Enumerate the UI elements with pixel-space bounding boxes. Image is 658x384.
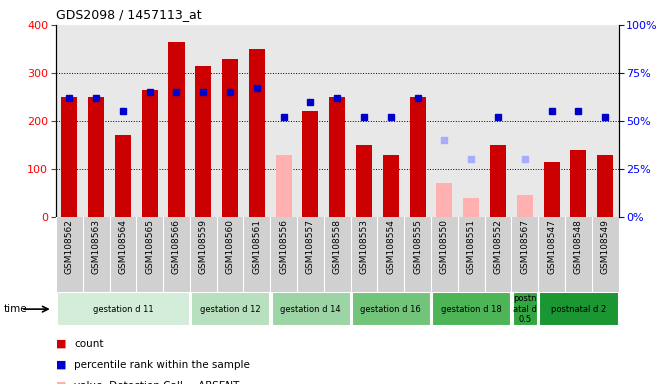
Text: GSM108548: GSM108548 bbox=[574, 219, 583, 274]
Bar bbox=[249, 49, 265, 217]
Text: GSM108551: GSM108551 bbox=[467, 219, 476, 274]
FancyBboxPatch shape bbox=[272, 292, 351, 326]
Bar bbox=[88, 97, 104, 217]
Bar bbox=[490, 145, 506, 217]
Text: GSM108557: GSM108557 bbox=[306, 219, 315, 274]
FancyBboxPatch shape bbox=[57, 292, 190, 326]
Bar bbox=[168, 42, 184, 217]
Text: GSM108552: GSM108552 bbox=[494, 219, 503, 274]
Text: gestation d 16: gestation d 16 bbox=[361, 305, 421, 314]
Text: gestation d 18: gestation d 18 bbox=[441, 305, 501, 314]
Text: ■: ■ bbox=[56, 360, 66, 370]
FancyBboxPatch shape bbox=[352, 292, 431, 326]
Text: GDS2098 / 1457113_at: GDS2098 / 1457113_at bbox=[56, 8, 201, 21]
Text: GSM108549: GSM108549 bbox=[601, 219, 609, 274]
Text: postnatal d 2: postnatal d 2 bbox=[551, 305, 606, 314]
Text: value, Detection Call = ABSENT: value, Detection Call = ABSENT bbox=[74, 381, 240, 384]
Text: GSM108563: GSM108563 bbox=[91, 219, 101, 274]
Text: percentile rank within the sample: percentile rank within the sample bbox=[74, 360, 250, 370]
FancyBboxPatch shape bbox=[513, 292, 538, 326]
Bar bbox=[544, 162, 559, 217]
Text: GSM108566: GSM108566 bbox=[172, 219, 181, 274]
Bar bbox=[329, 97, 345, 217]
FancyBboxPatch shape bbox=[540, 292, 619, 326]
Text: GSM108550: GSM108550 bbox=[440, 219, 449, 274]
Text: GSM108562: GSM108562 bbox=[65, 219, 74, 274]
Bar bbox=[570, 150, 586, 217]
Text: GSM108556: GSM108556 bbox=[279, 219, 288, 274]
Text: GSM108561: GSM108561 bbox=[253, 219, 261, 274]
Bar bbox=[597, 155, 613, 217]
Bar bbox=[463, 198, 479, 217]
Text: count: count bbox=[74, 339, 104, 349]
Bar bbox=[115, 136, 131, 217]
Text: gestation d 11: gestation d 11 bbox=[93, 305, 153, 314]
Text: GSM108567: GSM108567 bbox=[520, 219, 529, 274]
Text: gestation d 12: gestation d 12 bbox=[200, 305, 261, 314]
Text: GSM108553: GSM108553 bbox=[359, 219, 368, 274]
Text: ■: ■ bbox=[56, 381, 66, 384]
Text: GSM108565: GSM108565 bbox=[145, 219, 154, 274]
Text: GSM108558: GSM108558 bbox=[333, 219, 342, 274]
Text: postn
atal d
0.5: postn atal d 0.5 bbox=[513, 294, 537, 324]
Text: GSM108554: GSM108554 bbox=[386, 219, 395, 274]
Text: ■: ■ bbox=[56, 339, 66, 349]
FancyBboxPatch shape bbox=[191, 292, 270, 326]
Text: GSM108559: GSM108559 bbox=[199, 219, 208, 274]
FancyBboxPatch shape bbox=[432, 292, 511, 326]
Text: time: time bbox=[3, 304, 27, 314]
Text: GSM108547: GSM108547 bbox=[547, 219, 556, 274]
Bar bbox=[383, 155, 399, 217]
Bar bbox=[303, 111, 318, 217]
Bar bbox=[276, 155, 291, 217]
Text: GSM108564: GSM108564 bbox=[118, 219, 128, 274]
Text: GSM108560: GSM108560 bbox=[226, 219, 234, 274]
Bar bbox=[356, 145, 372, 217]
Bar bbox=[61, 97, 78, 217]
Bar bbox=[222, 59, 238, 217]
Text: GSM108555: GSM108555 bbox=[413, 219, 422, 274]
Text: gestation d 14: gestation d 14 bbox=[280, 305, 341, 314]
Bar bbox=[195, 66, 211, 217]
Bar bbox=[436, 184, 453, 217]
Bar bbox=[409, 97, 426, 217]
Bar bbox=[517, 195, 533, 217]
Bar bbox=[141, 90, 158, 217]
